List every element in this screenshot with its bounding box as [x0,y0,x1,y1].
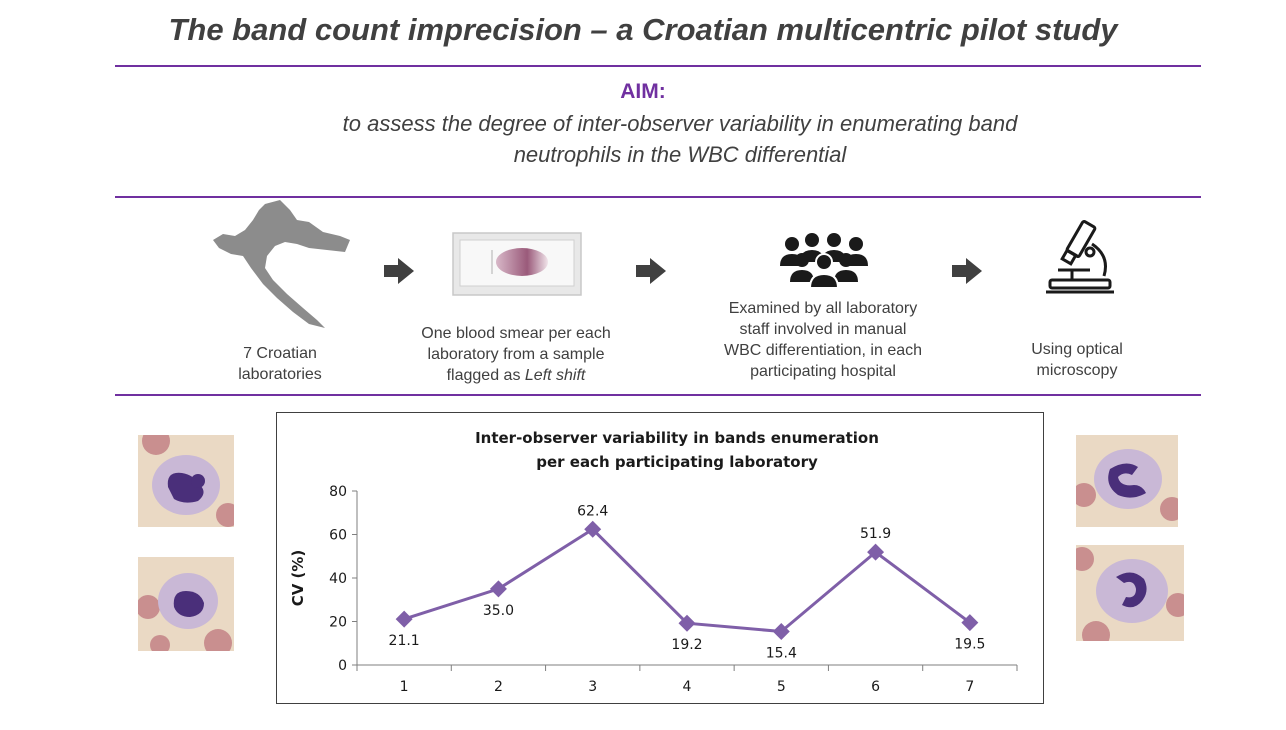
data-label: 51.9 [860,526,891,542]
line-chart: Inter-observer variability in bands enum… [289,429,1018,695]
y-axis-label: CV (%) [289,550,307,607]
step2-line1: One blood smear per each [421,325,611,342]
data-point-marker [867,543,885,561]
divider-bottom [115,394,1201,396]
chart-title-line1: Inter-observer variability in bands enum… [475,429,879,447]
data-label: 19.5 [954,637,985,653]
arrow-right-icon [384,258,414,284]
step3-line3: WBC differentiation, in each [723,342,923,359]
croatia-map-icon [213,200,350,328]
x-tick-label: 4 [683,679,692,695]
arrow-right-icon [952,258,982,284]
x-tick-label: 6 [871,679,880,695]
x-tick-label: 1 [400,679,409,695]
step4-line2: microscopy [1036,362,1118,379]
band-neutrophil-micrograph-image [1076,435,1178,527]
data-label: 35.0 [483,603,514,619]
data-point-marker [489,580,507,598]
data-label: 21.1 [389,633,420,649]
data-point-marker [961,614,979,632]
step2-line2: laboratory from a sample [427,346,605,363]
x-tick-label: 2 [494,679,503,695]
step2-line3: flagged as Left shift [446,367,586,384]
step2-caption: One blood smear per each laboratory from… [396,323,636,386]
people-group-icon [780,233,868,288]
step3-line1: Examined by all laboratory [728,300,918,317]
microscope-icon [1046,220,1114,294]
step1-line1: 7 Croatian [243,345,317,362]
step1-caption: 7 Croatian laboratories [200,343,360,385]
y-tick-label: 60 [329,528,347,544]
y-tick-label: 80 [329,484,347,500]
step3-line2: staff involved in manual [739,321,907,338]
aim-text-line2: neutrophils in the WBC differential [513,142,847,167]
band-neutrophil-micrograph-image [1076,545,1184,641]
y-tick-label: 20 [329,615,347,631]
chart-title-line2: per each participating laboratory [536,453,818,471]
data-label: 15.4 [766,646,797,662]
step3-caption: Examined by all laboratory staff involve… [692,298,954,382]
step4-caption: Using optical microscopy [1002,339,1152,381]
data-point-marker [772,623,790,640]
arrow-right-icon [636,258,666,284]
data-label: 19.2 [671,637,702,653]
step4-line1: Using optical [1031,341,1123,358]
chart-panel: Inter-observer variability in bands enum… [276,412,1044,704]
aim-label: AIM: [620,80,666,103]
y-tick-label: 0 [338,658,347,674]
x-tick-label: 3 [588,679,597,695]
data-label: 62.4 [577,503,608,519]
y-tick-label: 40 [329,571,347,587]
page-title: The band count imprecision – a Croatian … [168,12,1118,47]
divider-top [115,65,1201,67]
data-point-marker [395,610,413,628]
x-tick-label: 7 [965,679,974,695]
blood-smear-slide-icon [452,232,582,296]
divider-middle [115,196,1201,198]
neutrophil-micrograph-image [138,435,234,527]
data-point-marker [678,614,696,632]
step1-line2: laboratories [238,366,322,383]
aim-text: to assess the degree of inter-observer v… [270,108,1090,170]
x-tick-label: 5 [777,679,786,695]
neutrophil-micrograph-image [138,557,234,651]
step3-line4: participating hospital [750,363,896,380]
data-point-marker [584,520,602,538]
aim-text-line1: to assess the degree of inter-observer v… [342,111,1018,136]
